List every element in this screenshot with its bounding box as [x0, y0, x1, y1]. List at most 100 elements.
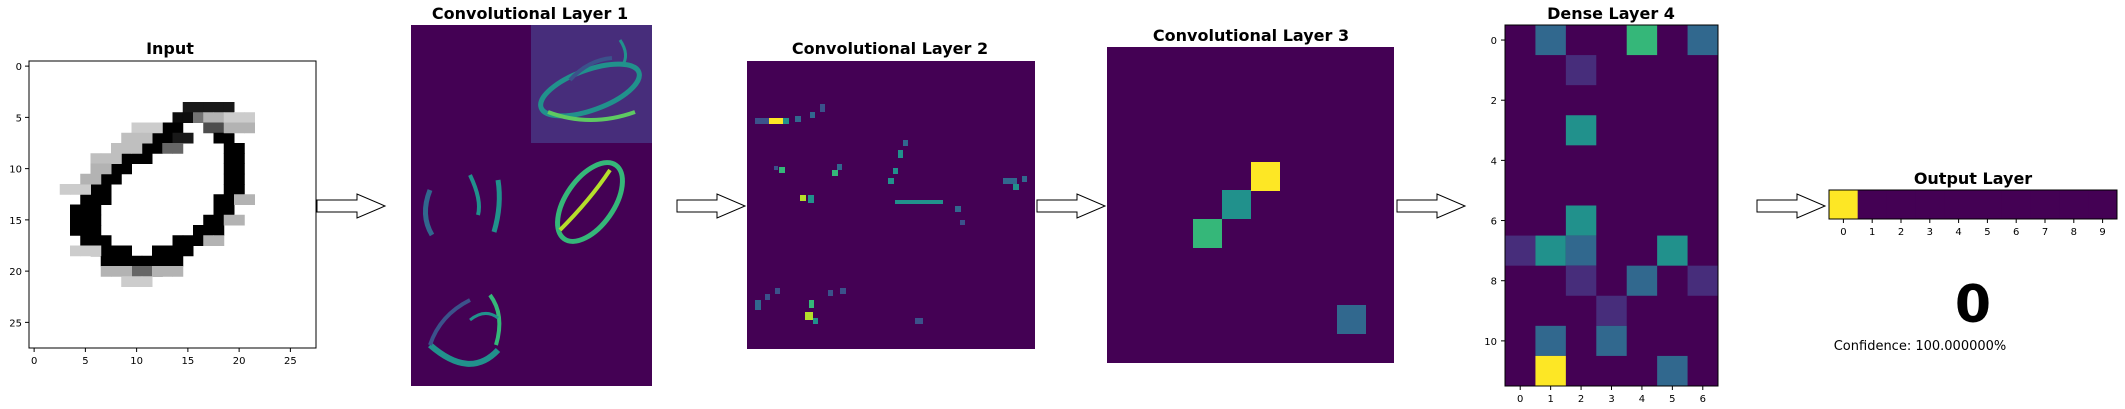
input-pixel [70, 184, 81, 195]
input-pixel [223, 112, 235, 123]
input-pixel [90, 235, 102, 246]
input-pixel [100, 184, 112, 195]
dense4-cell [1687, 25, 1718, 56]
output-x-tick-label: 0 [1840, 227, 1846, 238]
input-pixel [131, 132, 143, 144]
conv2-title: Convolutional Layer 2 [792, 39, 988, 58]
input-pixel [193, 225, 204, 236]
input-pixel [182, 132, 194, 144]
input-pixel [80, 245, 91, 257]
arrow-5 [1756, 193, 1827, 219]
input-pixel [111, 266, 122, 277]
output-x-tick-label: 4 [1955, 227, 1961, 238]
input-pixel [131, 122, 143, 134]
input-pixel [131, 276, 143, 287]
input-pixel [121, 132, 132, 144]
input-pixel [223, 214, 235, 226]
input-pixel [121, 245, 132, 257]
input-pixel [70, 214, 81, 226]
output-x-tick-label: 1 [1869, 227, 1875, 238]
output-x-tick-label: 5 [1984, 227, 1990, 238]
input-pixel [193, 112, 204, 123]
input-x-tick-label: 15 [182, 356, 195, 367]
output-x-tick-label: 9 [2099, 227, 2105, 238]
input-pixel [100, 255, 112, 267]
output-x-tick-label: 6 [2013, 227, 2019, 238]
input-pixel [121, 276, 132, 287]
input-pixel [111, 173, 122, 185]
input-pixel [162, 255, 173, 267]
input-pixel [90, 153, 102, 164]
dense4-cells [1505, 25, 1718, 386]
input-digit-image [59, 102, 255, 287]
conv3-activations [1193, 162, 1366, 334]
input-pixel [141, 276, 153, 287]
dense4-y-axis: 0 2 4 6 8 10 [1484, 36, 1505, 348]
input-x-tick-label: 0 [31, 356, 37, 367]
output-x-tick-label: 8 [2071, 227, 2077, 238]
dense4-cell [1626, 265, 1658, 296]
input-pixel [121, 143, 132, 154]
input-pixel [203, 225, 214, 236]
input-y-axis: 0 5 10 15 20 25 [9, 62, 29, 329]
input-pixel [203, 235, 214, 246]
dense4-cell [1565, 235, 1597, 266]
input-pixel [172, 255, 184, 267]
dense4-y-tick-label: 10 [1484, 337, 1497, 348]
input-pixel [100, 153, 112, 164]
dense4-panel: Dense Layer 4 0 1 2 3 4 5 6 0 2 4 6 8 10 [1484, 4, 1719, 405]
input-pixel [234, 214, 245, 226]
output-title: Output Layer [1914, 169, 2032, 188]
input-pixel [234, 112, 245, 123]
input-pixel [90, 245, 102, 257]
input-pixel [162, 132, 173, 144]
output-cell [1944, 190, 1973, 219]
input-pixel [80, 225, 91, 236]
output-x-axis: 0 1 2 3 4 5 6 7 8 9 [1840, 219, 2106, 238]
input-pixel [100, 266, 112, 277]
input-pixel [111, 255, 122, 267]
input-pixel [223, 163, 235, 175]
input-pixel [213, 214, 225, 226]
input-pixel [111, 163, 122, 175]
output-x-tick-label: 7 [2042, 227, 2048, 238]
conv1-title: Convolutional Layer 1 [432, 4, 628, 23]
input-pixel [213, 132, 225, 144]
input-x-axis: 0 5 10 15 20 25 [31, 348, 297, 367]
input-pixel [70, 225, 81, 236]
output-cell [1857, 190, 1887, 219]
dense4-x-tick-label: 2 [1578, 394, 1584, 405]
input-pixel [193, 102, 204, 113]
input-pixel [223, 184, 235, 195]
input-title: Input [146, 39, 194, 58]
input-pixel [223, 153, 235, 164]
input-pixel [223, 143, 235, 154]
dense4-x-tick-label: 0 [1517, 394, 1523, 405]
input-pixel [162, 143, 173, 154]
conv2-panel: Convolutional Layer 2 [747, 39, 1035, 349]
output-cell [2088, 190, 2117, 219]
input-pixel [182, 235, 194, 246]
right-arrow-icon [1036, 193, 1107, 219]
input-pixel [213, 225, 225, 236]
input-pixel [111, 143, 122, 154]
input-pixel [141, 122, 153, 134]
input-pixel [80, 184, 91, 195]
input-pixel [111, 153, 122, 164]
input-pixel [152, 122, 163, 134]
dense4-y-tick-label: 2 [1491, 96, 1497, 107]
input-pixel [234, 194, 245, 205]
input-pixel [223, 204, 235, 216]
input-pixel [172, 245, 184, 257]
input-pixel [244, 112, 255, 123]
input-pixel [141, 266, 153, 277]
input-pixel [90, 214, 102, 226]
dense4-cell [1596, 295, 1627, 326]
dense4-x-tick-label: 3 [1608, 394, 1614, 405]
input-pixel [162, 266, 173, 277]
dense4-title: Dense Layer 4 [1547, 4, 1675, 23]
dense4-x-axis: 0 1 2 3 4 5 6 [1517, 386, 1706, 405]
input-pixel [203, 122, 214, 134]
dense4-cell [1505, 235, 1536, 266]
output-cells [1829, 190, 2117, 219]
